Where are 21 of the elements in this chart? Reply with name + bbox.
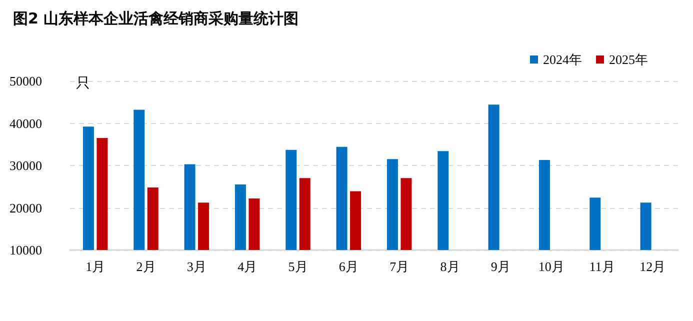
x-tick-label: 7月: [390, 259, 410, 274]
x-tick-label: 3月: [186, 259, 206, 274]
x-tick-label: 6月: [338, 259, 358, 274]
chart-title: 图2 山东样本企业活禽经销商采购量统计图: [13, 10, 299, 28]
y-tick-label: 10000: [10, 242, 42, 258]
y-axis-title: 只: [76, 76, 90, 92]
legend-label: 2025年: [609, 52, 648, 67]
x-tick-label: 11月: [589, 259, 615, 274]
x-tick-label: 8月: [440, 259, 460, 274]
y-tick-label: 20000: [10, 200, 42, 216]
x-tick-label: 4月: [238, 259, 258, 274]
x-tick-label: 12月: [640, 259, 666, 274]
legend-label: 2024年: [543, 52, 582, 67]
x-tick-label: 1月: [86, 259, 106, 274]
x-tick-label: 9月: [490, 259, 510, 274]
x-tick-label: 5月: [288, 259, 308, 274]
y-tick-label: 40000: [10, 116, 42, 131]
x-tick-label: 10月: [538, 259, 564, 274]
y-tick-label: 50000: [10, 74, 42, 88]
x-tick-label: 2月: [136, 259, 156, 274]
y-tick-label: 30000: [10, 158, 42, 173]
